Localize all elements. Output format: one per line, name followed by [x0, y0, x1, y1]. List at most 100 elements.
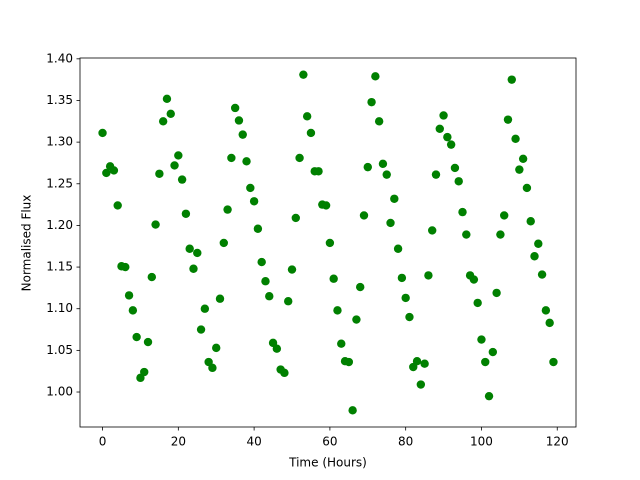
data-point [284, 297, 293, 306]
data-point [424, 271, 433, 280]
data-point [151, 220, 160, 229]
data-point [238, 130, 247, 139]
x-tick-label: 20 [171, 435, 186, 449]
y-tick-label: 1.05 [46, 343, 73, 357]
data-point [249, 197, 259, 206]
data-point [405, 312, 414, 322]
data-point [401, 293, 410, 303]
data-point [227, 153, 236, 163]
data-point [416, 380, 426, 389]
data-point [193, 248, 202, 258]
data-point [234, 116, 244, 125]
data-point [431, 170, 441, 179]
data-point [208, 363, 217, 373]
data-point [496, 230, 505, 239]
data-point [348, 406, 357, 415]
y-tick-label: 1.10 [46, 301, 73, 315]
data-point [147, 272, 157, 282]
data-point [124, 291, 134, 300]
data-point [257, 257, 266, 267]
data-point [155, 169, 164, 178]
data-point [469, 275, 479, 284]
data-point [295, 153, 304, 163]
x-tick-label: 100 [470, 435, 493, 449]
data-point [518, 154, 528, 163]
data-point [321, 201, 331, 210]
data-point [530, 252, 539, 261]
data-point [374, 117, 384, 126]
data-point [272, 344, 282, 353]
data-point [492, 288, 501, 298]
data-point [359, 211, 369, 220]
data-point [261, 277, 270, 286]
data-point [397, 273, 407, 283]
x-tick-label: 120 [546, 435, 569, 449]
data-point [382, 170, 391, 179]
data-point [420, 359, 429, 368]
data-point [499, 211, 509, 220]
data-point [537, 270, 547, 279]
data-point [170, 161, 179, 170]
data-point [102, 168, 111, 178]
data-point [371, 72, 380, 81]
data-point [246, 183, 255, 193]
data-point [302, 112, 312, 121]
y-tick-label: 1.00 [46, 385, 73, 399]
data-point [219, 238, 228, 248]
plot-frame [79, 57, 577, 428]
data-point [189, 264, 198, 273]
data-point [181, 209, 191, 218]
data-point [344, 357, 354, 367]
data-point [113, 201, 122, 210]
data-point [121, 262, 130, 272]
data-point [185, 244, 194, 253]
data-point [98, 128, 107, 138]
x-tick-label: 60 [322, 435, 337, 449]
data-point [481, 357, 490, 367]
x-axis-label: Time (Hours) [288, 456, 367, 470]
data-point [507, 75, 516, 84]
data-point [450, 163, 460, 173]
data-point [511, 134, 520, 143]
x-tick-label: 80 [398, 435, 413, 449]
data-point [356, 282, 365, 292]
data-point [265, 292, 274, 301]
data-point [143, 337, 153, 347]
data-point [462, 230, 471, 239]
x-tick-label: 0 [99, 435, 107, 449]
data-point [242, 157, 251, 166]
data-point [549, 357, 558, 367]
data-point [515, 165, 524, 174]
data-point [280, 368, 289, 378]
y-axis-label: Normalised Flux [20, 195, 34, 292]
data-point [215, 294, 225, 303]
data-point [306, 128, 316, 138]
data-point [367, 97, 376, 107]
data-point [443, 132, 452, 142]
data-point [439, 111, 448, 120]
data-point [488, 347, 498, 357]
data-point [140, 367, 149, 377]
data-point [484, 391, 494, 401]
data-point [291, 213, 300, 223]
data-point [162, 94, 172, 104]
data-point [545, 318, 554, 328]
data-point [454, 177, 463, 186]
data-point [412, 356, 422, 366]
data-point [446, 140, 456, 149]
data-point [477, 335, 486, 344]
data-point [390, 194, 399, 203]
data-point [223, 205, 232, 214]
data-point [325, 238, 335, 248]
data-point [174, 151, 183, 160]
data-point [386, 218, 395, 228]
data-point [299, 70, 308, 79]
data-point [352, 315, 361, 324]
data-point [212, 343, 221, 353]
y-tick-label: 1.40 [46, 51, 73, 65]
data-point [393, 244, 403, 253]
data-point [473, 298, 482, 308]
data-point [363, 162, 372, 172]
data-point [435, 124, 444, 134]
